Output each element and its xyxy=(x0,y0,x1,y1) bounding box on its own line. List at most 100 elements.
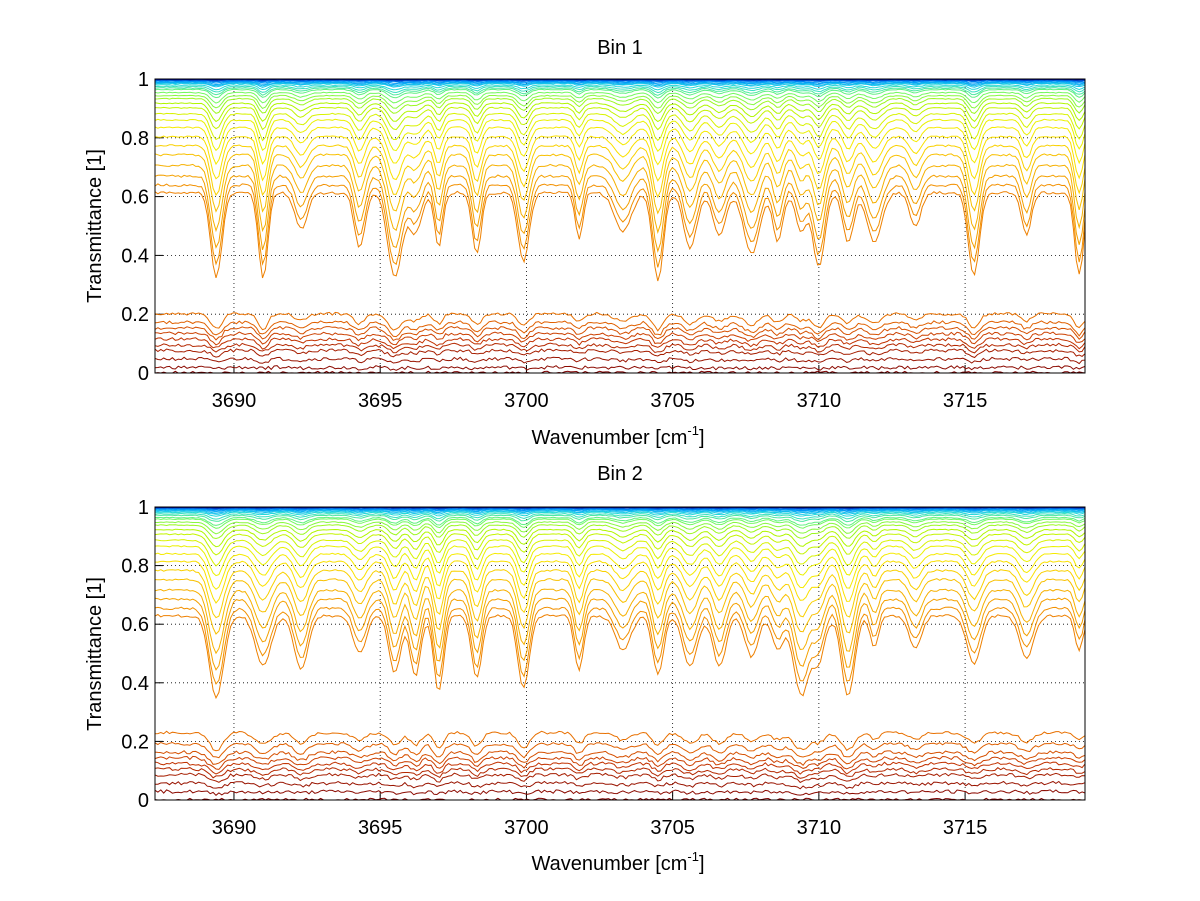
chart-title: Bin 2 xyxy=(597,463,643,485)
y-tick-label: 0 xyxy=(138,363,149,385)
series-line xyxy=(154,88,1086,99)
x-tick-label: 3710 xyxy=(797,817,842,839)
series-line xyxy=(154,126,1086,166)
series-line xyxy=(154,750,1086,767)
series-line xyxy=(154,135,1086,182)
series-line xyxy=(154,337,1086,350)
series-line xyxy=(154,342,1086,354)
series-line xyxy=(154,81,1086,86)
series-line xyxy=(154,588,1086,655)
y-tick-label: 0.8 xyxy=(121,556,149,578)
series-line xyxy=(154,348,1086,359)
series-line xyxy=(154,613,1086,700)
series-line xyxy=(154,87,1086,96)
series-line xyxy=(154,97,1086,115)
series-line xyxy=(154,533,1086,556)
x-tick-label: 3715 xyxy=(943,390,988,412)
series-line xyxy=(154,524,1086,540)
y-tick-label: 0.4 xyxy=(121,245,149,267)
x-axis-label-main: Wavenumber [cm xyxy=(531,427,687,449)
series-line xyxy=(154,80,1086,84)
y-tick-label: 0.8 xyxy=(121,128,149,150)
series-line xyxy=(154,190,1086,282)
x-tick-labels: 3690 3695 3700 3705 3710 3715 xyxy=(212,817,988,839)
series-line xyxy=(154,755,1086,770)
series-line xyxy=(154,518,1086,529)
x-axis-label-end: ] xyxy=(699,427,705,449)
y-axis-label: Transmittance [1] xyxy=(84,149,106,303)
plot-area xyxy=(154,506,1086,801)
plot-area xyxy=(154,78,1086,374)
series-line xyxy=(155,85,1086,94)
series-line xyxy=(154,174,1086,253)
series-line xyxy=(154,509,1085,514)
series-line xyxy=(154,510,1086,515)
series-line xyxy=(154,81,1086,87)
subplot-bin-1: Bin 1 3690 3695 3700 3705 3710 3715 0 0.2 0.4 0.… xyxy=(84,37,1086,449)
x-tick-label: 3705 xyxy=(650,390,695,412)
x-tick-label: 3695 xyxy=(358,390,403,412)
x-axis-label-main: Wavenumber [cm xyxy=(531,853,687,875)
x-tick-label: 3695 xyxy=(358,817,403,839)
y-tick-label: 0.2 xyxy=(121,731,149,753)
x-tick-label: 3690 xyxy=(212,390,257,412)
series-line xyxy=(155,560,1086,604)
x-tick-label: 3710 xyxy=(797,390,842,412)
series-line xyxy=(154,311,1086,332)
axes-frame xyxy=(154,506,1086,801)
x-axis-label: Wavenumber [cm-1] xyxy=(531,849,704,875)
y-tick-label: 0.6 xyxy=(121,187,149,209)
series-line xyxy=(154,789,1086,796)
series-line xyxy=(154,84,1086,91)
series-line xyxy=(154,597,1086,671)
series-line xyxy=(154,118,1086,153)
y-tick-labels: 0 0.2 0.4 0.6 0.8 1 xyxy=(121,497,149,812)
x-tick-label: 3715 xyxy=(943,817,988,839)
series-line xyxy=(154,144,1086,199)
x-tick-label: 3705 xyxy=(650,817,695,839)
x-axis-label: Wavenumber [cm-1] xyxy=(531,423,704,449)
series-line xyxy=(154,325,1086,342)
y-axis-label: Transmittance [1] xyxy=(84,577,106,731)
series-line xyxy=(154,767,1086,779)
series-line xyxy=(154,761,1086,775)
series-line xyxy=(154,106,1086,131)
series-line xyxy=(154,772,1086,784)
y-tick-label: 0 xyxy=(138,790,149,812)
x-tick-label: 3700 xyxy=(504,390,549,412)
series-line xyxy=(154,514,1086,523)
series-line xyxy=(154,552,1086,590)
series-line xyxy=(154,741,1086,759)
series-line xyxy=(154,183,1086,268)
series-line xyxy=(154,365,1086,371)
axes-frame xyxy=(154,78,1086,374)
series-line xyxy=(154,356,1086,365)
series-line xyxy=(154,91,1086,104)
y-tick-labels: 0 0.2 0.4 0.6 0.8 1 xyxy=(121,69,149,385)
series-line xyxy=(154,528,1086,548)
series-line xyxy=(154,331,1086,346)
subplot-bin-2: Bin 2 3690 3695 3700 3705 3710 3715 0 0.2 0.4 0.… xyxy=(84,463,1086,875)
x-axis-label-superscript: -1 xyxy=(687,423,699,438)
series-line xyxy=(154,512,1086,520)
series-line xyxy=(154,606,1086,685)
y-tick-label: 0.6 xyxy=(121,614,149,636)
series-line xyxy=(154,539,1086,567)
series-line xyxy=(154,569,1086,619)
series-line xyxy=(154,516,1086,526)
x-axis-label-end: ] xyxy=(699,853,705,875)
series-line xyxy=(155,521,1086,535)
series-line xyxy=(154,578,1086,635)
x-axis-label-superscript: -1 xyxy=(687,849,699,864)
series-line xyxy=(154,153,1086,215)
y-tick-label: 0.2 xyxy=(121,304,149,326)
x-tick-labels: 3690 3695 3700 3705 3710 3715 xyxy=(212,390,988,412)
series-line xyxy=(154,94,1086,110)
x-tick-label: 3700 xyxy=(504,817,549,839)
y-tick-label: 1 xyxy=(138,69,149,91)
series-line xyxy=(154,112,1086,142)
chart-title: Bin 1 xyxy=(597,37,643,59)
series-line xyxy=(154,545,1086,577)
series-line xyxy=(154,730,1086,752)
